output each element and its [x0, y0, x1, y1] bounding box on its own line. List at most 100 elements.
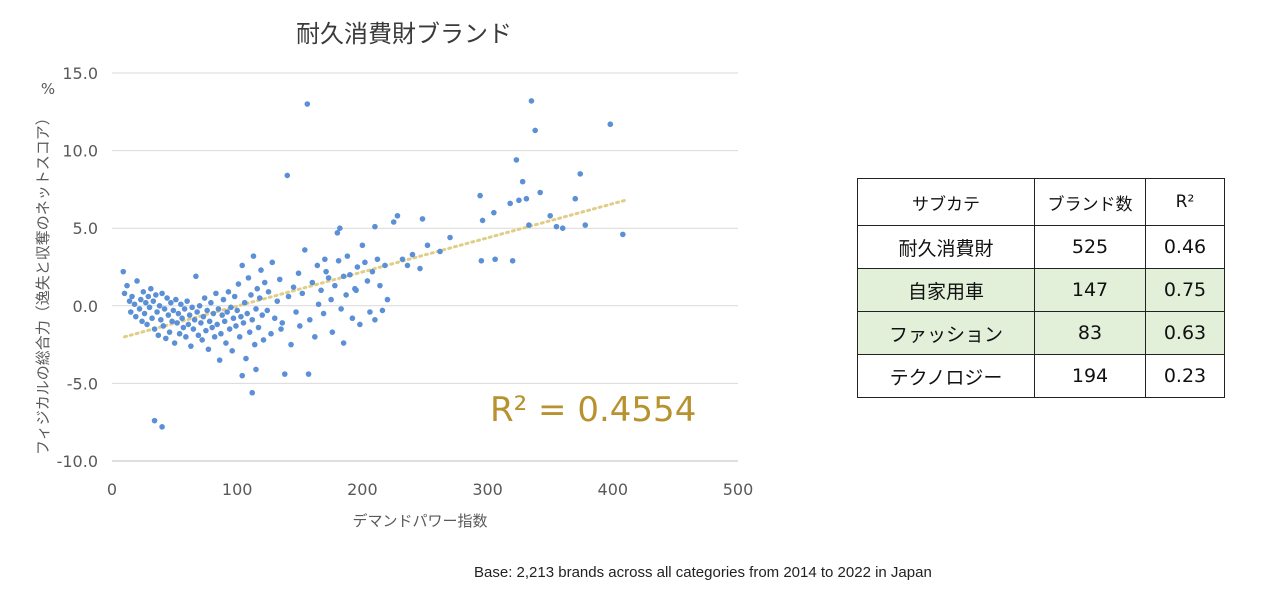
- data-point: [409, 251, 416, 258]
- data-point: [189, 304, 195, 311]
- data-point: [120, 268, 127, 275]
- data-point: [447, 234, 453, 241]
- data-point: [193, 273, 199, 280]
- data-point: [238, 313, 244, 320]
- data-point: [337, 225, 343, 231]
- data-point: [253, 366, 259, 373]
- data-point: [210, 310, 217, 317]
- data-point: [285, 293, 292, 300]
- cell-r2: 0.63: [1145, 311, 1225, 355]
- data-point: [229, 348, 235, 354]
- data-point: [382, 262, 388, 269]
- data-point: [160, 323, 167, 329]
- data-point: [150, 298, 157, 304]
- data-point: [271, 315, 278, 322]
- data-point: [582, 222, 589, 228]
- data-point: [258, 267, 264, 273]
- data-point: [478, 257, 485, 264]
- data-point: [305, 371, 312, 377]
- data-point: [332, 282, 338, 289]
- data-point: [394, 212, 401, 219]
- data-point: [126, 298, 133, 304]
- x-tick-label: 100: [222, 480, 253, 499]
- footnote: Base: 2,213 brands across all categories…: [474, 564, 932, 581]
- data-point: [134, 278, 140, 284]
- subcategory-table: サブカテ ブランド数 R² 耐久消費財 525 0.46 自家用車 147 0.…: [857, 178, 1225, 398]
- data-point: [295, 270, 302, 277]
- data-point: [369, 268, 376, 275]
- x-tick-label: 400: [598, 480, 629, 499]
- data-point: [226, 326, 233, 332]
- data-point: [169, 318, 175, 325]
- cell-subcategory: 耐久消費財: [857, 225, 1035, 269]
- data-point: [260, 337, 267, 343]
- data-point: [195, 332, 202, 339]
- x-tick-label: 500: [723, 480, 754, 499]
- data-point: [175, 310, 182, 317]
- data-point: [220, 296, 227, 303]
- data-point: [245, 275, 252, 281]
- data-points: [120, 98, 626, 430]
- data-point: [165, 312, 172, 318]
- data-point: [334, 230, 341, 236]
- data-point: [191, 316, 198, 323]
- data-point: [335, 257, 342, 264]
- data-point: [367, 309, 373, 315]
- data-point: [479, 217, 486, 224]
- data-point: [198, 320, 204, 326]
- data-point: [344, 253, 351, 259]
- y-tick-label: -10.0: [57, 452, 98, 471]
- data-point: [223, 340, 229, 346]
- data-point: [219, 312, 225, 318]
- data-point: [553, 223, 560, 230]
- data-point: [214, 321, 220, 328]
- cell-brand-count: 194: [1034, 354, 1146, 398]
- data-point: [424, 242, 431, 249]
- data-point: [240, 320, 247, 326]
- data-point: [231, 293, 238, 300]
- data-point: [204, 307, 210, 314]
- data-point: [577, 171, 584, 177]
- data-point: [419, 216, 426, 222]
- data-point: [143, 299, 149, 306]
- data-point: [254, 285, 261, 292]
- data-point: [218, 330, 224, 337]
- data-point: [246, 329, 253, 335]
- header-brand-count: ブランド数: [1034, 178, 1146, 226]
- data-point: [161, 306, 168, 312]
- data-point: [249, 316, 256, 323]
- data-point: [249, 389, 256, 396]
- table-header-row: サブカテ ブランド数 R²: [857, 178, 1225, 226]
- data-point: [173, 296, 179, 303]
- data-point: [299, 290, 306, 297]
- data-point: [206, 318, 213, 325]
- data-point: [243, 355, 249, 362]
- data-point: [153, 292, 159, 298]
- cell-brand-count: 83: [1034, 311, 1146, 355]
- data-point: [384, 296, 391, 303]
- data-point: [168, 299, 174, 306]
- data-point: [256, 295, 263, 301]
- trendline: [123, 198, 627, 339]
- data-point: [194, 309, 200, 315]
- cell-r2: 0.75: [1145, 268, 1225, 312]
- data-point: [537, 189, 543, 196]
- data-point: [338, 306, 344, 312]
- data-point: [340, 340, 347, 346]
- data-point: [235, 281, 242, 287]
- data-point: [179, 315, 185, 322]
- data-point: [228, 304, 234, 311]
- data-point: [186, 312, 193, 318]
- data-point: [492, 256, 498, 263]
- data-point: [233, 323, 239, 329]
- data-point: [205, 346, 212, 353]
- data-point: [146, 304, 153, 311]
- data-point: [265, 289, 272, 295]
- data-point: [213, 290, 219, 297]
- data-point: [359, 242, 366, 249]
- data-point: [532, 127, 538, 134]
- data-point: [607, 121, 614, 128]
- data-point: [620, 231, 626, 238]
- data-point: [148, 285, 154, 292]
- data-point: [307, 316, 313, 323]
